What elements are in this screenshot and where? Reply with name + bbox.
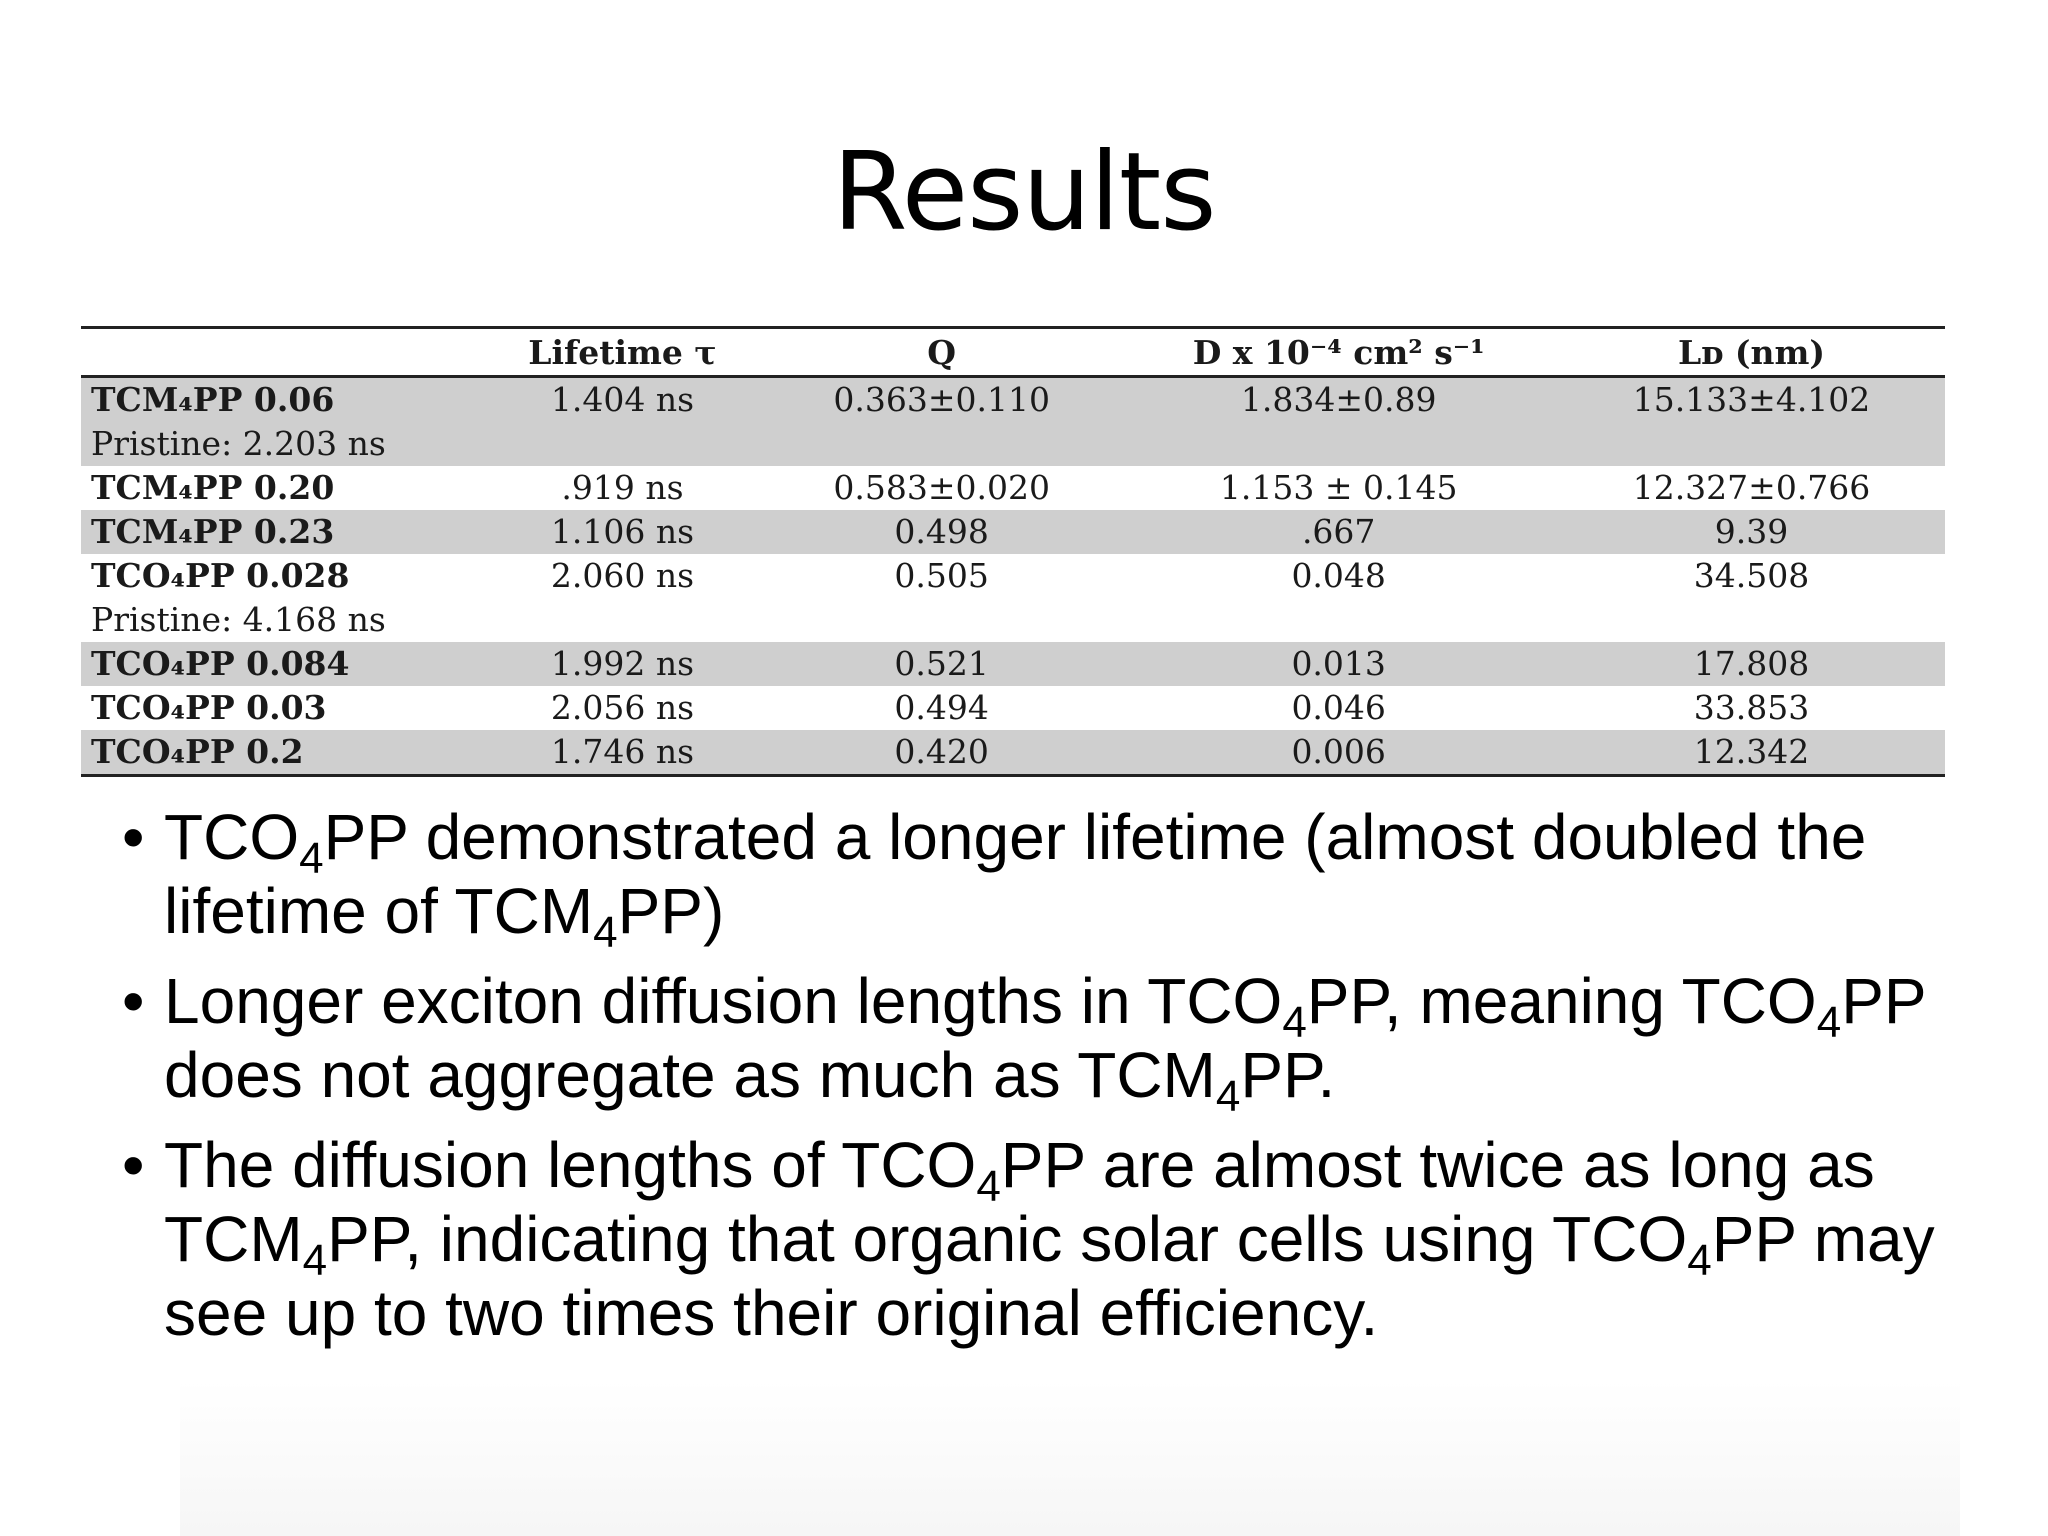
d-cell: 0.046 [1291, 688, 1386, 727]
q-cell: 0.521 [763, 642, 1120, 686]
bullet-diffusion: • Longer exciton diffusion lengths in TCO… [122, 964, 1982, 1119]
q-cell: 0.494 [894, 688, 989, 727]
bullet-lifetime: • TCO 4PP demonstrated a longer lifetime (… [122, 800, 1982, 955]
bullet-text: PP, meaning TCO [1306, 965, 1817, 1037]
table-header-row: Lifetime τ Q D x 10⁻⁴ cm² s⁻¹ Lᴅ (nm) [81, 327, 1945, 378]
results-table: Lifetime τ Q D x 10⁻⁴ cm² s⁻¹ Lᴅ (nm) TC… [81, 326, 1945, 777]
bullet-text: PP may see up to two times their origina… [164, 1203, 1935, 1349]
bullet-efficiency: • The diffusion lengths of TCO 4PP are alm… [122, 1128, 1982, 1350]
sample-name: TCM₄PP 0.20 [91, 468, 335, 507]
sample-name: TCO₄PP 0.2 [81, 730, 481, 776]
bullet-text: PP, indicating that organic solar cells … [327, 1203, 1688, 1275]
ld-cell: 9.39 [1558, 510, 1945, 554]
bullet-list: • TCO4PP demonstrated a longer lifetime (… [122, 800, 1982, 1366]
bullet-text: PP are almost twice as long as TCM [164, 1129, 1875, 1275]
bullet-text: PP. [1240, 1039, 1336, 1111]
header-ld: Lᴅ (nm) [1558, 327, 1945, 378]
q-cell: 0.505 [894, 556, 989, 595]
sample-name: TCO₄PP 0.028 [91, 556, 350, 595]
ld-cell: 12.342 [1558, 730, 1945, 776]
sample-cell: TCM₄PP 0.06 Pristine: 2.203 ns [81, 376, 481, 466]
sample-name: TCM₄PP 0.06 [91, 380, 335, 419]
d-cell: 0.006 [1119, 730, 1558, 776]
bullet-text: PP does not aggregate as much as TCM [164, 965, 1926, 1111]
bullet-marker: • [122, 965, 145, 1037]
sample-cell: TCO₄PP 0.028 Pristine: 4.168 ns [81, 554, 481, 642]
subscript: 4 [1687, 1236, 1712, 1285]
subscript: 4 [1816, 998, 1842, 1047]
bullet-text: The diffusion lengths of TCO [164, 1129, 977, 1201]
lifetime-cell: 1.746 ns [481, 730, 764, 776]
subscript: 4 [1215, 1072, 1241, 1121]
header-sample [81, 327, 481, 378]
header-lifetime: Lifetime τ [481, 327, 764, 378]
header-d: D x 10⁻⁴ cm² s⁻¹ [1119, 327, 1558, 378]
pristine-note: Pristine: 2.203 ns [91, 424, 386, 463]
ld-cell: 34.508 [1693, 556, 1810, 595]
d-cell: 1.834±0.89 [1119, 376, 1558, 466]
d-cell: 0.013 [1119, 642, 1558, 686]
bullet-text: TCO [164, 801, 300, 873]
q-cell: 0.583±0.020 [833, 468, 1050, 507]
bullet-text: PP) [617, 875, 725, 947]
slide-title: Results [832, 130, 1217, 255]
table-row: TCM₄PP 0.20 .919 ns 0.583±0.020 1.153 ± … [81, 466, 1945, 510]
lifetime-cell: .919 ns [561, 468, 684, 507]
table-row: TCM₄PP 0.23 1.106 ns 0.498 .667 9.39 [81, 510, 1945, 554]
table-row: TCO₄PP 0.03 2.056 ns 0.494 0.046 33.853 [81, 686, 1945, 730]
d-cell: 1.153 ± 0.145 [1219, 468, 1458, 507]
lifetime-cell: 2.060 ns [550, 556, 695, 595]
q-cell: 0.498 [763, 510, 1120, 554]
pristine-note: Pristine: 4.168 ns [91, 600, 386, 639]
q-cell: 0.420 [763, 730, 1120, 776]
table-row: TCM₄PP 0.06 Pristine: 2.203 ns 1.404 ns … [81, 376, 1945, 466]
q-cell: 0.363±0.110 [763, 376, 1120, 466]
table-row: TCO₄PP 0.2 1.746 ns 0.420 0.006 12.342 [81, 730, 1945, 776]
lifetime-cell: 1.992 ns [481, 642, 764, 686]
ld-cell: 15.133±4.102 [1558, 376, 1945, 466]
bullet-text: Longer exciton diffusion lengths in TCO [164, 965, 1283, 1037]
ld-cell: 33.853 [1693, 688, 1810, 727]
table-row: TCO₄PP 0.028 Pristine: 4.168 ns 2.060 ns… [81, 554, 1945, 642]
background-fade [180, 1380, 1960, 1536]
results-data-table: Lifetime τ Q D x 10⁻⁴ cm² s⁻¹ Lᴅ (nm) TC… [81, 326, 1945, 777]
lifetime-cell: 1.404 ns [481, 376, 764, 466]
sample-name: TCO₄PP 0.03 [91, 688, 327, 727]
bullet-marker: • [122, 1129, 145, 1201]
subscript: 4 [593, 908, 618, 957]
d-cell: 0.048 [1291, 556, 1386, 595]
lifetime-cell: 1.106 ns [481, 510, 764, 554]
sample-name: TCM₄PP 0.23 [81, 510, 481, 554]
bullet-marker: • [122, 801, 145, 873]
ld-cell: 17.808 [1558, 642, 1945, 686]
ld-cell: 12.327±0.766 [1632, 468, 1871, 507]
bullet-text: PP demonstrated a longer lifetime (almos… [164, 801, 1867, 947]
header-q: Q [763, 327, 1120, 378]
table-row: TCO₄PP 0.084 1.992 ns 0.521 0.013 17.808 [81, 642, 1945, 686]
lifetime-cell: 2.056 ns [550, 688, 695, 727]
d-cell: .667 [1119, 510, 1558, 554]
sample-name: TCO₄PP 0.084 [81, 642, 481, 686]
